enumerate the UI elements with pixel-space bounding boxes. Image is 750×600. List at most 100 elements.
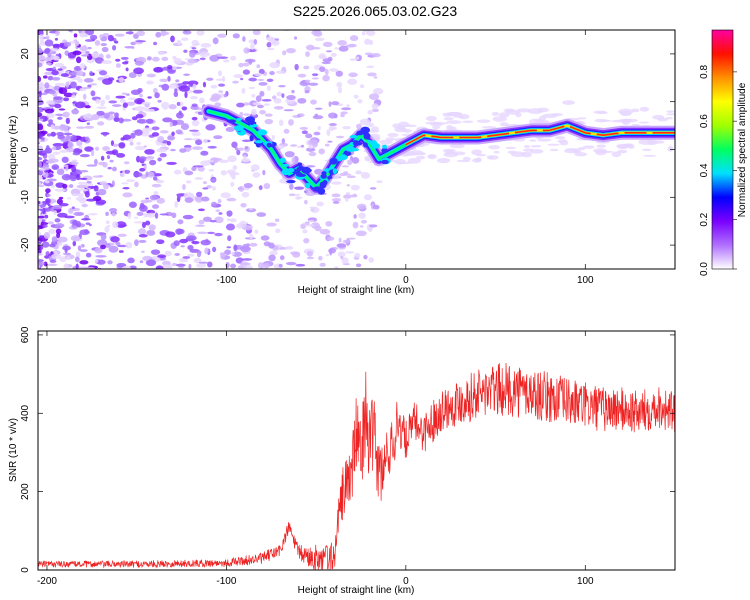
noise-blob — [79, 63, 86, 70]
noise-blob — [145, 220, 151, 226]
noise-blob — [190, 96, 198, 100]
noise-blob — [73, 33, 78, 38]
noise-blob — [239, 111, 244, 117]
noise-blob — [240, 203, 247, 208]
noise-blob — [156, 179, 165, 184]
noise-blob — [44, 214, 49, 219]
noise-blob — [51, 253, 62, 259]
noise-blob — [371, 52, 381, 58]
noise-blob — [236, 102, 245, 108]
noise-blob — [75, 56, 82, 64]
noise-blob — [107, 34, 114, 42]
noise-blob — [363, 38, 371, 45]
noise-blob — [45, 188, 51, 194]
noise-blob — [162, 260, 171, 266]
noise-blob — [151, 183, 162, 188]
noise-blob — [38, 123, 44, 131]
noise-blob — [269, 62, 280, 69]
noise-blob — [38, 253, 43, 256]
haze-blob — [462, 156, 471, 161]
noise-blob — [229, 218, 237, 223]
noise-blob — [200, 150, 209, 156]
noise-blob — [275, 70, 285, 74]
noise-blob — [184, 170, 194, 176]
noise-blob — [94, 259, 99, 263]
noise-blob — [146, 259, 157, 267]
noise-blob — [51, 236, 58, 243]
noise-blob — [167, 135, 175, 141]
noise-blob — [242, 69, 251, 75]
noise-blob — [291, 157, 296, 164]
noise-blob — [218, 159, 230, 164]
noise-blob — [97, 121, 105, 126]
noise-blob — [226, 246, 231, 249]
noise-blob — [198, 261, 209, 264]
haze-blob — [642, 148, 652, 152]
noise-blob — [71, 206, 75, 210]
noise-blob — [236, 149, 241, 156]
noise-blob — [56, 198, 63, 205]
noise-blob — [45, 160, 55, 164]
noise-blob — [105, 94, 111, 101]
noise-blob — [84, 190, 90, 198]
noise-blob — [101, 60, 113, 65]
noise-blob — [256, 212, 267, 217]
noise-blob — [202, 216, 212, 222]
colorbar-frame — [711, 29, 734, 270]
noise-blob — [259, 110, 267, 115]
noise-blob — [38, 99, 44, 106]
noise-blob — [226, 210, 233, 217]
noise-blob — [282, 50, 287, 56]
noise-blob — [75, 251, 81, 258]
noise-blob — [175, 79, 180, 83]
noise-blob — [79, 33, 89, 38]
y-tick-label: 20 — [20, 48, 31, 60]
noise-blob — [114, 112, 119, 119]
noise-blob — [100, 42, 107, 47]
noise-blob — [39, 169, 46, 172]
signal-blob — [360, 126, 370, 134]
noise-blob — [77, 78, 83, 83]
noise-blob — [302, 229, 308, 234]
noise-blob — [155, 265, 164, 269]
haze-blob — [486, 155, 494, 160]
noise-blob — [69, 174, 78, 182]
noise-blob — [116, 153, 126, 158]
noise-blob — [145, 118, 154, 124]
noise-blob — [254, 229, 259, 234]
haze-blob — [577, 147, 586, 151]
noise-blob — [75, 212, 85, 216]
noise-blob — [126, 101, 136, 106]
noise-blob — [211, 93, 221, 101]
noise-blob — [100, 244, 106, 250]
noise-blob — [137, 228, 147, 235]
noise-blob — [348, 72, 358, 78]
noise-blob — [55, 113, 64, 116]
noise-blob — [57, 68, 63, 71]
noise-blob — [231, 141, 238, 149]
noise-blob — [155, 31, 162, 38]
noise-blob — [271, 95, 277, 100]
noise-blob — [227, 155, 237, 163]
haze-blob — [442, 148, 456, 153]
noise-blob — [74, 40, 80, 47]
noise-blob — [258, 81, 268, 86]
noise-blob — [119, 98, 126, 104]
noise-blob — [45, 100, 55, 105]
noise-blob — [290, 251, 300, 255]
noise-blob — [207, 145, 217, 149]
noise-blob — [144, 148, 155, 155]
noise-blob — [172, 65, 177, 71]
haze-blob — [647, 139, 658, 146]
noise-blob — [166, 140, 172, 146]
colorbar-tick-label: 0.0 — [699, 262, 710, 276]
noise-blob — [308, 82, 319, 86]
noise-blob — [52, 146, 57, 151]
noise-blob — [156, 239, 165, 245]
noise-blob — [329, 248, 333, 256]
noise-blob — [129, 141, 134, 146]
noise-blob — [326, 236, 335, 241]
noise-blob — [153, 87, 158, 94]
noise-blob — [151, 132, 160, 137]
haze-blob — [534, 119, 550, 124]
